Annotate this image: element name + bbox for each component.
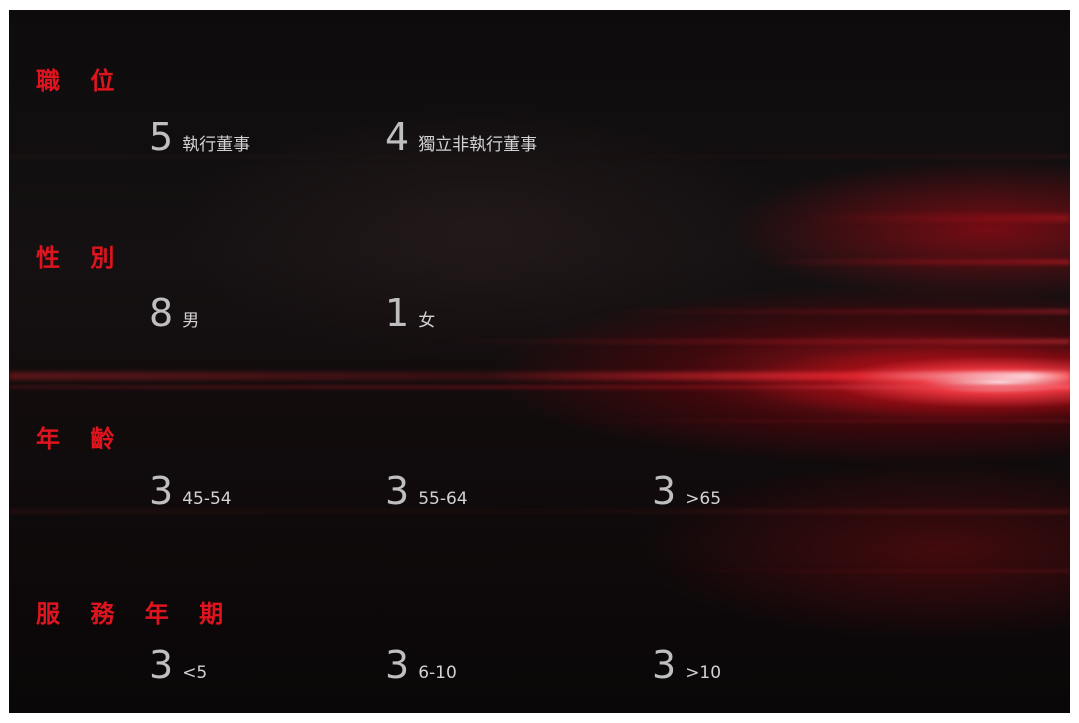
light-streak bbox=[9, 340, 1070, 343]
stat-label: <5 bbox=[182, 663, 208, 683]
stat-label: 執行董事 bbox=[182, 135, 251, 155]
light-streak bbox=[9, 372, 1070, 380]
stat-number: 5 bbox=[149, 115, 174, 159]
light-streak bbox=[9, 260, 1070, 264]
light-streak bbox=[9, 420, 1070, 422]
gender-heading: 性 別 bbox=[36, 244, 126, 272]
light-streak bbox=[9, 385, 1070, 389]
stat-number: 3 bbox=[385, 643, 410, 687]
stat-label: 6-10 bbox=[418, 663, 457, 683]
stat-executive-directors: 5 執行董事 bbox=[149, 118, 250, 156]
age-heading: 年 齡 bbox=[36, 425, 126, 453]
stat-number: 3 bbox=[385, 469, 410, 513]
stat-label: 55-64 bbox=[418, 489, 468, 509]
stat-number: 3 bbox=[149, 643, 174, 687]
stat-number: 4 bbox=[385, 115, 410, 159]
stat-age-45-54: 3 45-54 bbox=[149, 472, 232, 510]
stat-number: 1 bbox=[385, 291, 410, 335]
years-of-service-heading: 服 務 年 期 bbox=[36, 600, 235, 628]
light-streak bbox=[9, 570, 1070, 572]
stat-age-55-64: 3 55-64 bbox=[385, 472, 468, 510]
stat-service-6-10: 3 6-10 bbox=[385, 646, 457, 684]
stat-service-over-10: 3 >10 bbox=[652, 646, 721, 684]
position-heading: 職 位 bbox=[36, 67, 126, 95]
stat-number: 8 bbox=[149, 291, 174, 335]
stat-label: 45-54 bbox=[182, 489, 232, 509]
stat-label: 獨立非執行董事 bbox=[418, 135, 538, 155]
stat-number: 3 bbox=[149, 469, 174, 513]
stat-label: >65 bbox=[685, 489, 722, 509]
stat-service-under-5: 3 <5 bbox=[149, 646, 207, 684]
stat-label: 女 bbox=[418, 311, 436, 331]
stat-label: >10 bbox=[685, 663, 722, 683]
stat-number: 3 bbox=[652, 643, 677, 687]
stat-label: 男 bbox=[182, 311, 200, 331]
stat-age-over-65: 3 >65 bbox=[652, 472, 721, 510]
stat-independent-non-executive-directors: 4 獨立非執行董事 bbox=[385, 118, 537, 156]
light-streak bbox=[9, 215, 1070, 221]
stat-number: 3 bbox=[652, 469, 677, 513]
